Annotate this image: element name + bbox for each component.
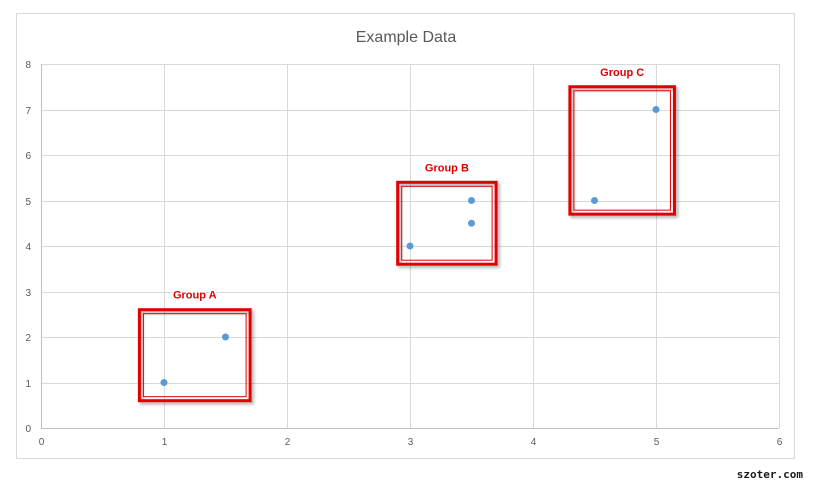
y-tick-label: 3 bbox=[25, 288, 31, 299]
y-tick-label: 6 bbox=[25, 151, 31, 162]
group-box-inner bbox=[142, 313, 247, 398]
group-box bbox=[396, 180, 498, 266]
watermark: szoter.com bbox=[736, 468, 803, 481]
x-tick-label: 2 bbox=[285, 437, 291, 448]
y-tick-label: 0 bbox=[25, 424, 31, 435]
grid-lines bbox=[41, 64, 780, 428]
group-label: Group B bbox=[425, 162, 469, 174]
x-tick-label: 3 bbox=[408, 437, 414, 448]
y-tick-label: 2 bbox=[25, 333, 31, 344]
tick-labels: 0 1 2 3 4 5 6 7 8 0 1 2 3 4 5 6 bbox=[25, 60, 782, 448]
y-tick-label: 7 bbox=[25, 106, 31, 117]
chart-title: Example Data bbox=[356, 29, 457, 46]
y-tick-label: 4 bbox=[25, 242, 31, 253]
group-box-inner bbox=[573, 90, 671, 211]
data-points bbox=[160, 106, 660, 386]
x-tick-label: 6 bbox=[777, 437, 783, 448]
group-label: Group A bbox=[173, 290, 217, 302]
x-tick-label: 4 bbox=[531, 437, 537, 448]
scatter-point bbox=[591, 197, 598, 204]
group-box-inner bbox=[401, 185, 493, 261]
y-tick-label: 1 bbox=[25, 379, 31, 390]
group-box bbox=[137, 308, 252, 403]
scatter-point bbox=[406, 242, 414, 250]
x-tick-label: 1 bbox=[162, 437, 168, 448]
scatter-point bbox=[468, 197, 475, 204]
y-tick-label: 5 bbox=[25, 197, 31, 208]
scatter-point bbox=[222, 333, 229, 341]
group-box bbox=[568, 85, 676, 216]
group-label: Group C bbox=[600, 67, 644, 79]
chart-frame bbox=[16, 13, 795, 459]
group-annotations: Group A Group B Group C bbox=[137, 66, 676, 403]
y-tick-label: 8 bbox=[25, 60, 31, 71]
x-tick-label: 5 bbox=[654, 437, 660, 448]
x-tick-label: 0 bbox=[39, 437, 45, 448]
scatter-point bbox=[468, 219, 475, 227]
scatter-point bbox=[160, 379, 168, 386]
axes bbox=[41, 64, 779, 429]
scatter-point bbox=[652, 106, 660, 113]
